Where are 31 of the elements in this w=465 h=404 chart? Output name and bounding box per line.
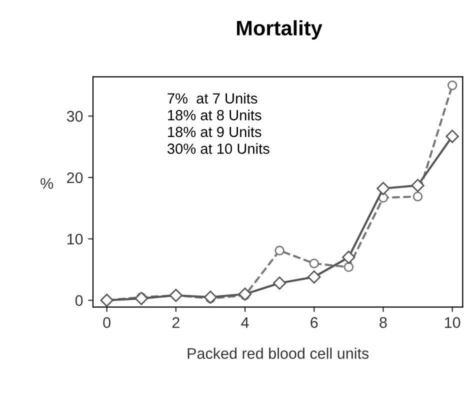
y-tick-label: 0 bbox=[75, 295, 83, 306]
point bbox=[342, 250, 356, 264]
x-tick-label: 10 bbox=[444, 317, 460, 328]
point bbox=[344, 262, 354, 272]
chart-title: Mortality bbox=[236, 20, 322, 40]
annotation: 18% at 9 Units bbox=[168, 126, 262, 138]
point bbox=[238, 288, 252, 301]
point bbox=[411, 178, 424, 192]
x-tick-label: 2 bbox=[172, 317, 180, 328]
y-tick-label: 30 bbox=[66, 110, 83, 122]
y-tick-label: 10 bbox=[67, 234, 83, 245]
annotation: 18% at 8 Units bbox=[168, 110, 262, 120]
point bbox=[308, 270, 321, 284]
annotation: 30% at 10 Units bbox=[167, 143, 270, 154]
y-tick-label: 20 bbox=[67, 172, 83, 184]
point bbox=[412, 192, 423, 202]
point bbox=[376, 182, 390, 196]
x-tick-label: 6 bbox=[310, 317, 318, 328]
point bbox=[274, 246, 284, 256]
y-axis-title: % bbox=[40, 178, 54, 189]
annotation: 7% at 7 Units bbox=[168, 92, 258, 104]
x-tick-label: 8 bbox=[380, 317, 387, 328]
point bbox=[204, 290, 218, 304]
point bbox=[272, 276, 286, 290]
point bbox=[134, 292, 148, 306]
point bbox=[309, 258, 319, 268]
x-tick-label: 0 bbox=[103, 317, 110, 328]
x-axis-title: Packed red blood cell units bbox=[188, 348, 369, 359]
point bbox=[446, 130, 459, 143]
x-tick-label: 4 bbox=[241, 317, 249, 328]
point bbox=[447, 80, 458, 90]
